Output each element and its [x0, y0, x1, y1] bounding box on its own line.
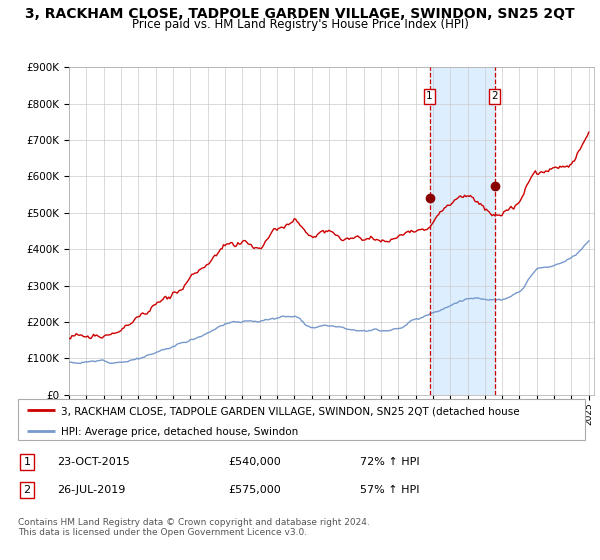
- Text: 26-JUL-2019: 26-JUL-2019: [57, 485, 125, 495]
- Text: HPI: Average price, detached house, Swindon: HPI: Average price, detached house, Swin…: [61, 427, 298, 437]
- Text: 3, RACKHAM CLOSE, TADPOLE GARDEN VILLAGE, SWINDON, SN25 2QT: 3, RACKHAM CLOSE, TADPOLE GARDEN VILLAGE…: [25, 7, 575, 21]
- Text: 72% ↑ HPI: 72% ↑ HPI: [360, 457, 419, 467]
- Bar: [430, 67, 494, 395]
- Text: 1: 1: [23, 457, 31, 467]
- Text: Price paid vs. HM Land Registry's House Price Index (HPI): Price paid vs. HM Land Registry's House …: [131, 18, 469, 31]
- Text: Contains HM Land Registry data © Crown copyright and database right 2024.
This d: Contains HM Land Registry data © Crown c…: [18, 518, 370, 538]
- Text: 2: 2: [23, 485, 31, 495]
- Text: 3, RACKHAM CLOSE, TADPOLE GARDEN VILLAGE, SWINDON, SN25 2QT (detached house: 3, RACKHAM CLOSE, TADPOLE GARDEN VILLAGE…: [61, 407, 519, 417]
- Text: £575,000: £575,000: [228, 485, 281, 495]
- Text: 1: 1: [426, 91, 433, 101]
- Text: £540,000: £540,000: [228, 457, 281, 467]
- Text: 2: 2: [491, 91, 498, 101]
- Text: 57% ↑ HPI: 57% ↑ HPI: [360, 485, 419, 495]
- Text: 23-OCT-2015: 23-OCT-2015: [57, 457, 130, 467]
